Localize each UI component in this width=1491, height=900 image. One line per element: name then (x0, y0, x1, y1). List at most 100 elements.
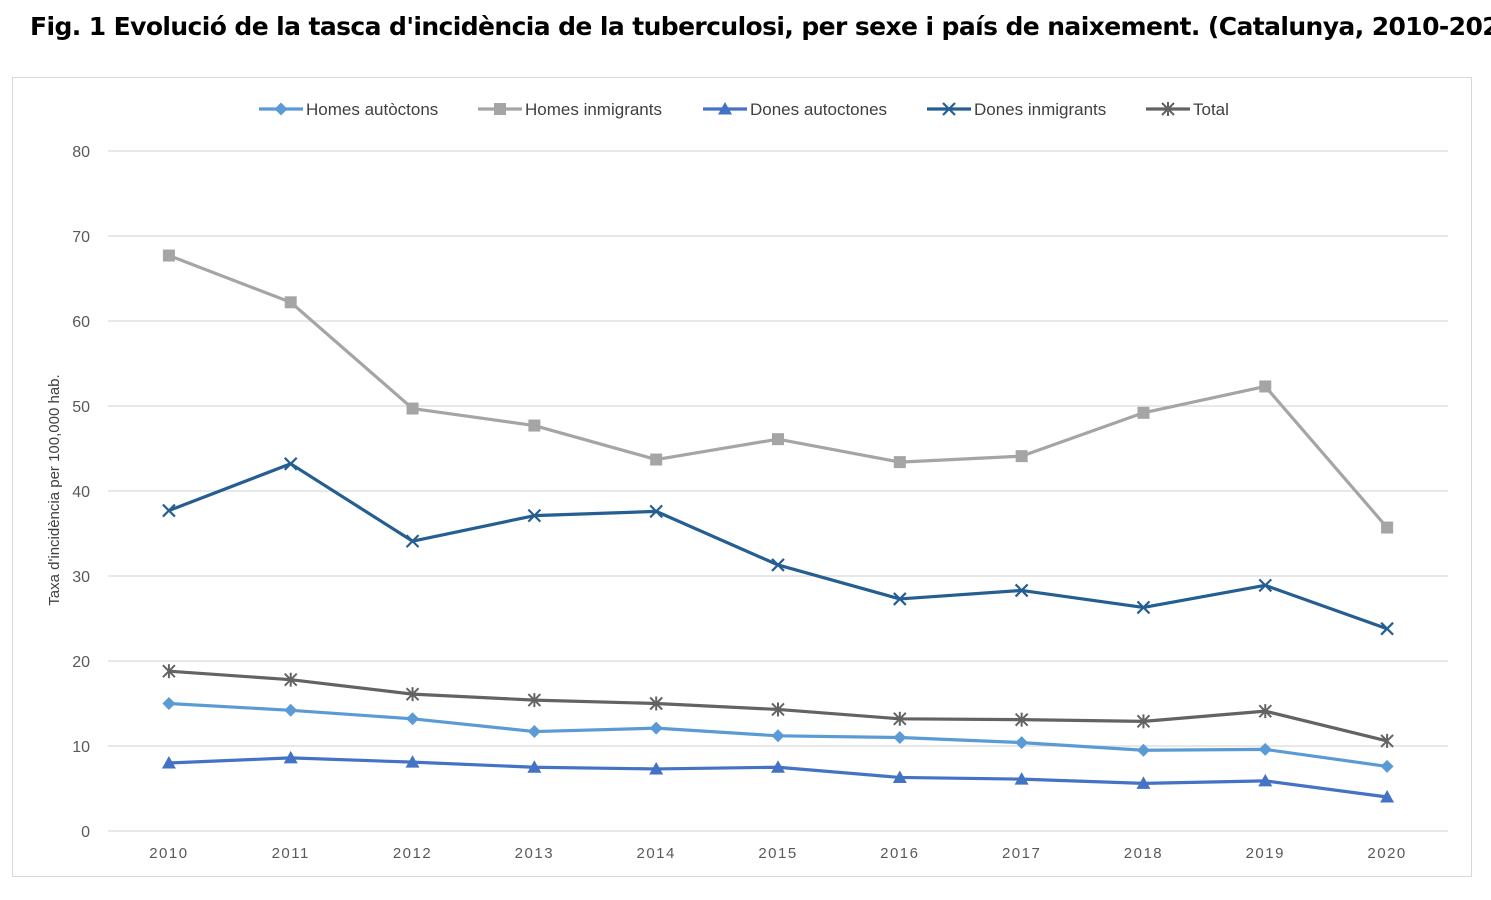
legend-label: Total (1193, 100, 1229, 119)
data-point (406, 712, 420, 726)
data-point (1258, 704, 1272, 719)
x-tick-label: 2016 (880, 845, 919, 862)
legend-item: Dones inmigrants (927, 100, 1106, 119)
data-point (405, 534, 420, 548)
legend-marker (494, 103, 506, 115)
data-point (405, 687, 420, 702)
data-point (771, 558, 785, 572)
data-point (284, 703, 298, 717)
data-point (1136, 776, 1151, 789)
data-point (527, 508, 542, 523)
data-point (892, 770, 907, 783)
legend-item: Homes autòctons (259, 100, 438, 119)
legend-item: Homes inmigrants (478, 100, 662, 119)
data-point (1380, 759, 1394, 773)
data-point (1136, 743, 1150, 757)
data-point (527, 693, 542, 708)
y-tick-label: 50 (72, 399, 90, 416)
x-tick-label: 2019 (1246, 845, 1285, 862)
series-4 (162, 664, 1394, 748)
y-tick-label: 0 (81, 824, 90, 841)
data-point (162, 697, 176, 710)
legend: Homes autòctons Homes inmigrants Dones aut… (259, 100, 1229, 119)
y-tick-label: 20 (72, 654, 90, 671)
legend-label: Homes autòctons (306, 100, 438, 119)
y-tick-label: 40 (72, 484, 90, 501)
data-point (1136, 600, 1151, 615)
data-point (161, 756, 176, 769)
data-point (649, 721, 663, 735)
data-point (893, 456, 906, 469)
data-point (1258, 578, 1273, 593)
y-tick-label: 70 (72, 229, 90, 246)
y-tick-label: 80 (72, 144, 90, 161)
legend-label: Dones inmigrants (974, 100, 1106, 119)
x-axis-ticks: 2010 2011 2012 2013 2014 2015 2016 2017 2018 2019… (149, 845, 1405, 862)
data-point (1014, 712, 1029, 727)
data-point (527, 725, 541, 739)
data-point (162, 249, 175, 262)
series-2 (161, 750, 1395, 803)
x-tick-label: 2012 (393, 845, 432, 862)
gridlines (108, 150, 1448, 832)
data-point (649, 504, 663, 519)
data-point (1380, 733, 1394, 748)
data-point (406, 402, 419, 415)
legend-marker (942, 102, 956, 116)
x-tick-label: 2015 (758, 845, 797, 862)
data-point (1258, 773, 1273, 787)
data-point (772, 433, 784, 446)
data-point (1380, 621, 1394, 636)
series-0 (162, 697, 1394, 773)
data-series (161, 249, 1395, 803)
data-point (893, 592, 907, 606)
legend-item: Dones autoctones (703, 100, 887, 119)
data-point (284, 296, 297, 309)
x-tick-label: 2011 (272, 845, 310, 862)
y-tick-label: 60 (72, 314, 90, 331)
data-point (771, 729, 785, 743)
legend-marker (1161, 102, 1175, 116)
figure-title: Fig. 1 Evolució de la tasca d'incidència… (30, 12, 1491, 41)
series-3 (162, 457, 1394, 636)
data-point (650, 453, 663, 466)
data-point (649, 696, 663, 711)
legend-marker (274, 102, 288, 116)
series-line (168, 462, 1388, 631)
y-tick-label: 30 (72, 569, 90, 586)
data-point (1258, 742, 1272, 756)
data-point (283, 750, 298, 764)
x-tick-label: 2017 (1002, 845, 1041, 862)
data-point (1014, 583, 1029, 598)
x-tick-label: 2018 (1124, 845, 1163, 862)
data-point (1259, 380, 1272, 393)
data-point (771, 760, 785, 773)
data-point (162, 503, 176, 518)
x-tick-label: 2010 (149, 845, 188, 862)
y-tick-label: 10 (72, 739, 90, 756)
data-point (1381, 521, 1394, 534)
data-point (405, 755, 420, 768)
legend-marker (718, 102, 732, 115)
legend-label: Dones autoctones (750, 100, 887, 119)
y-axis-label: Taxa d'incidència per 100,000 hab. (46, 374, 63, 605)
x-tick-label: 2013 (515, 845, 554, 862)
data-point (893, 711, 907, 726)
data-point (162, 664, 176, 679)
data-point (893, 731, 907, 744)
data-point (527, 760, 542, 773)
chart-frame (12, 77, 1472, 877)
data-point (1137, 406, 1150, 419)
data-point (1380, 790, 1395, 803)
data-point (528, 419, 541, 432)
data-point (1136, 714, 1151, 729)
data-point (1015, 450, 1028, 463)
data-point (1015, 736, 1029, 750)
data-point (283, 457, 298, 471)
legend-label: Homes inmigrants (525, 100, 662, 119)
data-point (284, 672, 298, 687)
series-1 (162, 249, 1394, 534)
y-axis-ticks: 0 10 20 30 40 50 60 70 80 (72, 144, 90, 841)
x-tick-label: 2014 (636, 845, 675, 862)
